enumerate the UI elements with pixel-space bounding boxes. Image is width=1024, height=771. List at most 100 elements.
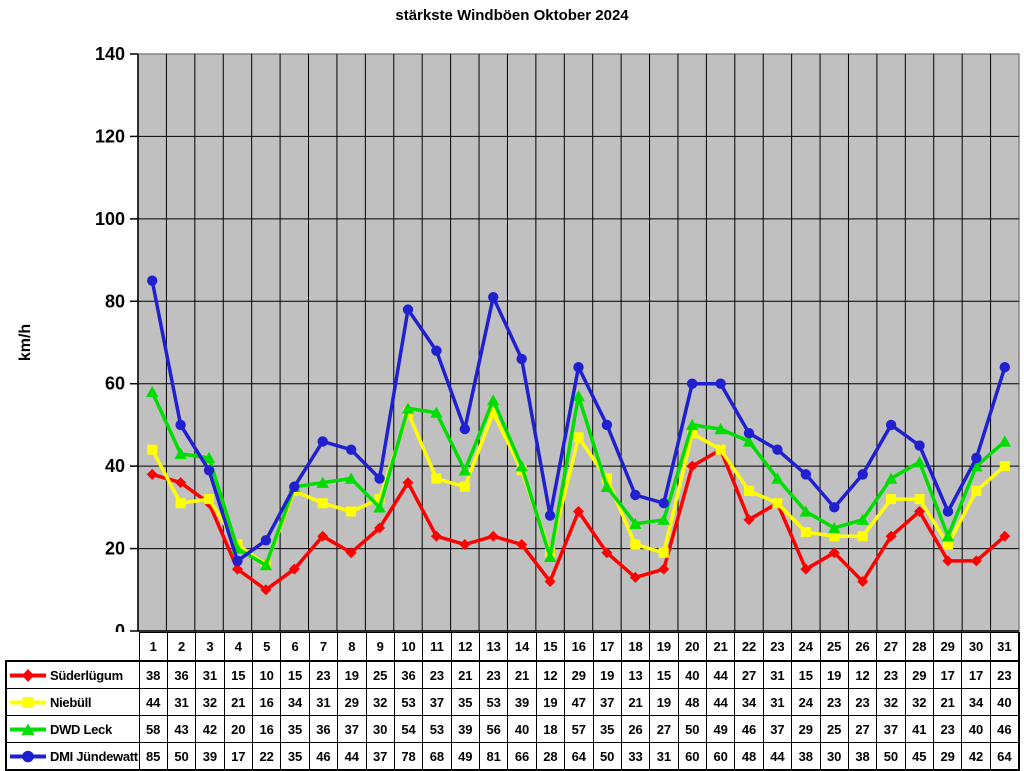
value-cell: 21 bbox=[450, 660, 481, 689]
value-cell: 17 bbox=[223, 742, 254, 771]
value-cell: 36 bbox=[308, 715, 339, 743]
day-header-cell: 31 bbox=[989, 632, 1020, 662]
day-header-cell: 14 bbox=[507, 632, 537, 662]
value-cell: 31 bbox=[762, 660, 793, 689]
value-cell: 68 bbox=[422, 742, 452, 771]
value-cell: 23 bbox=[932, 715, 963, 743]
day-header-cell: 3 bbox=[195, 632, 225, 662]
value-cell: 12 bbox=[535, 660, 566, 689]
value-cell: 78 bbox=[393, 742, 424, 771]
day-header-cell: 24 bbox=[791, 632, 821, 662]
day-header-cell: 5 bbox=[251, 632, 282, 662]
square-marker-icon bbox=[10, 696, 46, 708]
day-header-cell: 10 bbox=[393, 632, 424, 662]
value-cell: 15 bbox=[791, 660, 821, 689]
svg-text:120: 120 bbox=[95, 126, 125, 146]
value-cell: 40 bbox=[989, 688, 1020, 716]
day-header-cell: 29 bbox=[932, 632, 963, 662]
value-cell: 27 bbox=[847, 715, 878, 743]
value-cell: 33 bbox=[620, 742, 651, 771]
day-header-cell: 7 bbox=[308, 632, 339, 662]
value-cell: 37 bbox=[337, 715, 367, 743]
value-cell: 40 bbox=[507, 715, 537, 743]
day-header-cell: 16 bbox=[564, 632, 594, 662]
svg-text:60: 60 bbox=[105, 374, 125, 394]
legend-cell: DWD Leck bbox=[5, 715, 140, 743]
value-cell: 36 bbox=[393, 660, 424, 689]
legend-cell: Niebüll bbox=[5, 688, 140, 716]
day-header-cell: 19 bbox=[649, 632, 679, 662]
value-cell: 27 bbox=[734, 660, 764, 689]
day-header-cell: 17 bbox=[592, 632, 622, 662]
value-cell: 57 bbox=[564, 715, 594, 743]
day-header-cell: 13 bbox=[478, 632, 509, 662]
value-cell: 37 bbox=[365, 742, 395, 771]
value-cell: 44 bbox=[762, 742, 793, 771]
value-cell: 34 bbox=[280, 688, 310, 716]
table-row: DMI Jündewatt 85 50 39 17 22 35 46 44 37 78 68 49 81 6… bbox=[5, 742, 1020, 771]
day-header-cell: 26 bbox=[847, 632, 878, 662]
value-cell: 66 bbox=[507, 742, 537, 771]
value-cell: 42 bbox=[195, 715, 225, 743]
value-cell: 12 bbox=[847, 660, 878, 689]
value-cell: 19 bbox=[337, 660, 367, 689]
value-cell: 10 bbox=[251, 660, 282, 689]
value-cell: 64 bbox=[989, 742, 1020, 771]
value-cell: 21 bbox=[932, 688, 963, 716]
value-cell: 25 bbox=[819, 715, 849, 743]
value-cell: 56 bbox=[478, 715, 509, 743]
value-cell: 35 bbox=[280, 715, 310, 743]
wind-gust-line-chart: 0 20 40 60 80 100 120 140 km/h bbox=[17, 44, 1020, 632]
table-header-row: 1 2 3 4 5 6 7 8 9 10 11 12 13 14 15 16 17 18 19 20 21 22 23 24 2… bbox=[6, 632, 1020, 662]
value-cell: 31 bbox=[195, 660, 225, 689]
value-cell: 44 bbox=[705, 660, 736, 689]
value-cell: 32 bbox=[195, 688, 225, 716]
value-cell: 37 bbox=[762, 715, 793, 743]
value-cell: 29 bbox=[564, 660, 594, 689]
svg-text:140: 140 bbox=[95, 44, 125, 64]
value-cell: 43 bbox=[166, 715, 197, 743]
value-cell: 46 bbox=[989, 715, 1020, 743]
svg-text:20: 20 bbox=[105, 539, 125, 559]
table-row: DWD Leck 58 43 42 20 16 35 36 37 30 54 53 39 56 40 18 57… bbox=[5, 715, 1020, 743]
value-cell: 21 bbox=[507, 660, 537, 689]
value-cell: 25 bbox=[365, 660, 395, 689]
series-name-label: Niebüll bbox=[50, 694, 92, 710]
value-cell: 29 bbox=[932, 742, 963, 771]
value-cell: 19 bbox=[819, 660, 849, 689]
value-cell: 18 bbox=[535, 715, 566, 743]
value-cell: 85 bbox=[138, 742, 168, 771]
value-cell: 45 bbox=[904, 742, 935, 771]
value-cell: 22 bbox=[251, 742, 282, 771]
value-cell: 60 bbox=[677, 742, 708, 771]
series-name-label: DMI Jündewatt bbox=[50, 748, 138, 764]
value-cell: 41 bbox=[904, 715, 935, 743]
day-header-cell: 12 bbox=[450, 632, 481, 662]
table-row: Niebüll 44 31 32 21 16 34 31 29 32 53 37 35 53 39 19 47 3… bbox=[5, 688, 1020, 716]
value-cell: 15 bbox=[280, 660, 310, 689]
value-cell: 53 bbox=[393, 688, 424, 716]
value-cell: 42 bbox=[961, 742, 991, 771]
value-cell: 23 bbox=[989, 660, 1020, 689]
value-cell: 47 bbox=[564, 688, 594, 716]
value-cell: 15 bbox=[223, 660, 254, 689]
value-cell: 40 bbox=[677, 660, 708, 689]
value-cell: 19 bbox=[649, 688, 679, 716]
day-header-cell: 15 bbox=[535, 632, 566, 662]
value-cell: 36 bbox=[166, 660, 197, 689]
value-cell: 26 bbox=[620, 715, 651, 743]
value-cell: 39 bbox=[195, 742, 225, 771]
value-cell: 60 bbox=[705, 742, 736, 771]
value-cell: 23 bbox=[422, 660, 452, 689]
value-cell: 30 bbox=[365, 715, 395, 743]
value-cell: 48 bbox=[734, 742, 764, 771]
value-cell: 34 bbox=[961, 688, 991, 716]
value-cell: 39 bbox=[450, 715, 481, 743]
day-header-cell: 25 bbox=[819, 632, 849, 662]
value-cell: 37 bbox=[876, 715, 906, 743]
series-name-label: DWD Leck bbox=[50, 721, 112, 737]
value-cell: 13 bbox=[620, 660, 651, 689]
value-cell: 23 bbox=[478, 660, 509, 689]
value-cell: 54 bbox=[393, 715, 424, 743]
